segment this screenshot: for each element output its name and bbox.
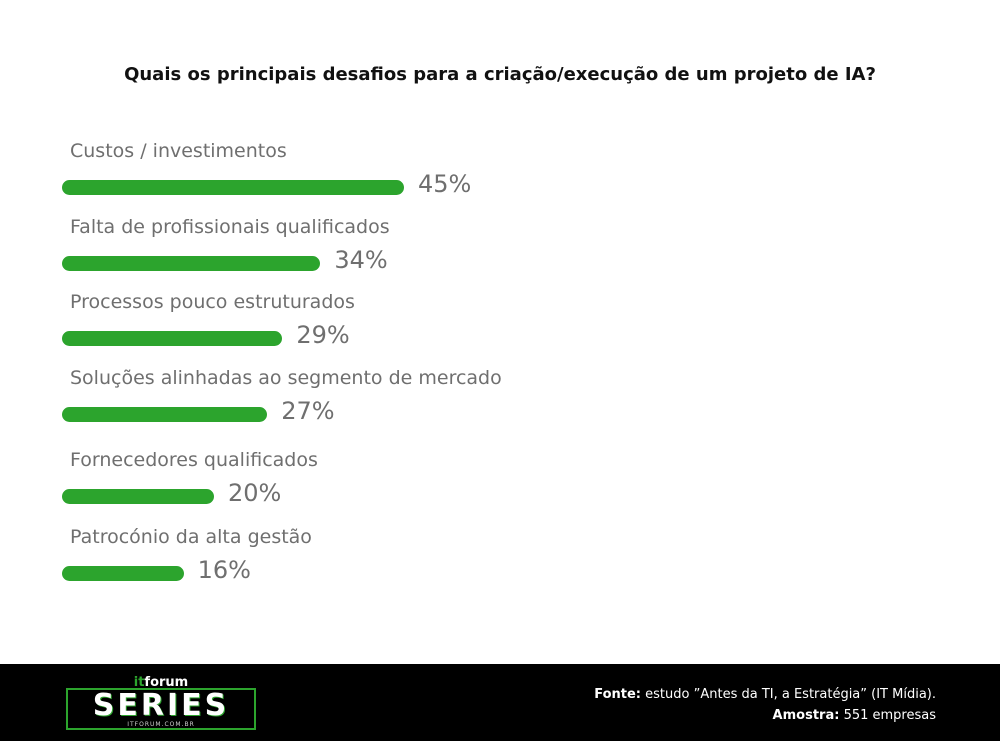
bar xyxy=(62,566,184,581)
category-label: Soluções alinhadas ao segmento de mercad… xyxy=(70,367,502,389)
sample-line: Amostra: 551 empresas xyxy=(772,708,936,723)
bar-row: Processos pouco estruturados 29% xyxy=(0,291,1000,351)
bar-row: Custos / investimentos 45% xyxy=(0,140,1000,200)
category-label: Processos pouco estruturados xyxy=(70,291,355,313)
footer: itforum SERIES ITFORUM.COM.BR Fonte: est… xyxy=(0,664,1000,741)
bar xyxy=(62,180,404,195)
bar xyxy=(62,331,283,346)
itforum-series-logo: itforum SERIES ITFORUM.COM.BR xyxy=(66,676,256,732)
bar xyxy=(62,489,214,504)
value-label: 20% xyxy=(228,479,282,507)
value-label: 29% xyxy=(296,321,350,349)
bar xyxy=(62,256,321,271)
category-label: Custos / investimentos xyxy=(70,140,287,162)
value-label: 27% xyxy=(281,397,335,425)
source-line: Fonte: estudo ”Antes da TI, a Estratégia… xyxy=(594,687,936,702)
bar-row: Falta de profissionais qualificados 34% xyxy=(0,216,1000,276)
value-label: 45% xyxy=(418,170,472,198)
source-note: Fonte: estudo ”Antes da TI, a Estratégia… xyxy=(594,684,936,726)
category-label: Fornecedores qualificados xyxy=(70,449,318,471)
logo-brand: itforum xyxy=(133,675,189,690)
value-label: 34% xyxy=(334,246,388,274)
logo-series-box: SERIES ITFORUM.COM.BR xyxy=(66,688,256,730)
bar-row: Fornecedores qualificados 20% xyxy=(0,449,1000,509)
logo-url: ITFORUM.COM.BR xyxy=(127,721,195,728)
bar-row: Soluções alinhadas ao segmento de mercad… xyxy=(0,367,1000,427)
bar xyxy=(62,407,268,422)
category-label: Falta de profissionais qualificados xyxy=(70,216,390,238)
value-label: 16% xyxy=(197,556,251,584)
bar-row: Patrocónio da alta gestão 16% xyxy=(0,526,1000,586)
category-label: Patrocónio da alta gestão xyxy=(70,526,312,548)
chart-title: Quais os principais desafios para a cria… xyxy=(124,64,876,85)
logo-series-text: SERIES xyxy=(92,688,230,723)
